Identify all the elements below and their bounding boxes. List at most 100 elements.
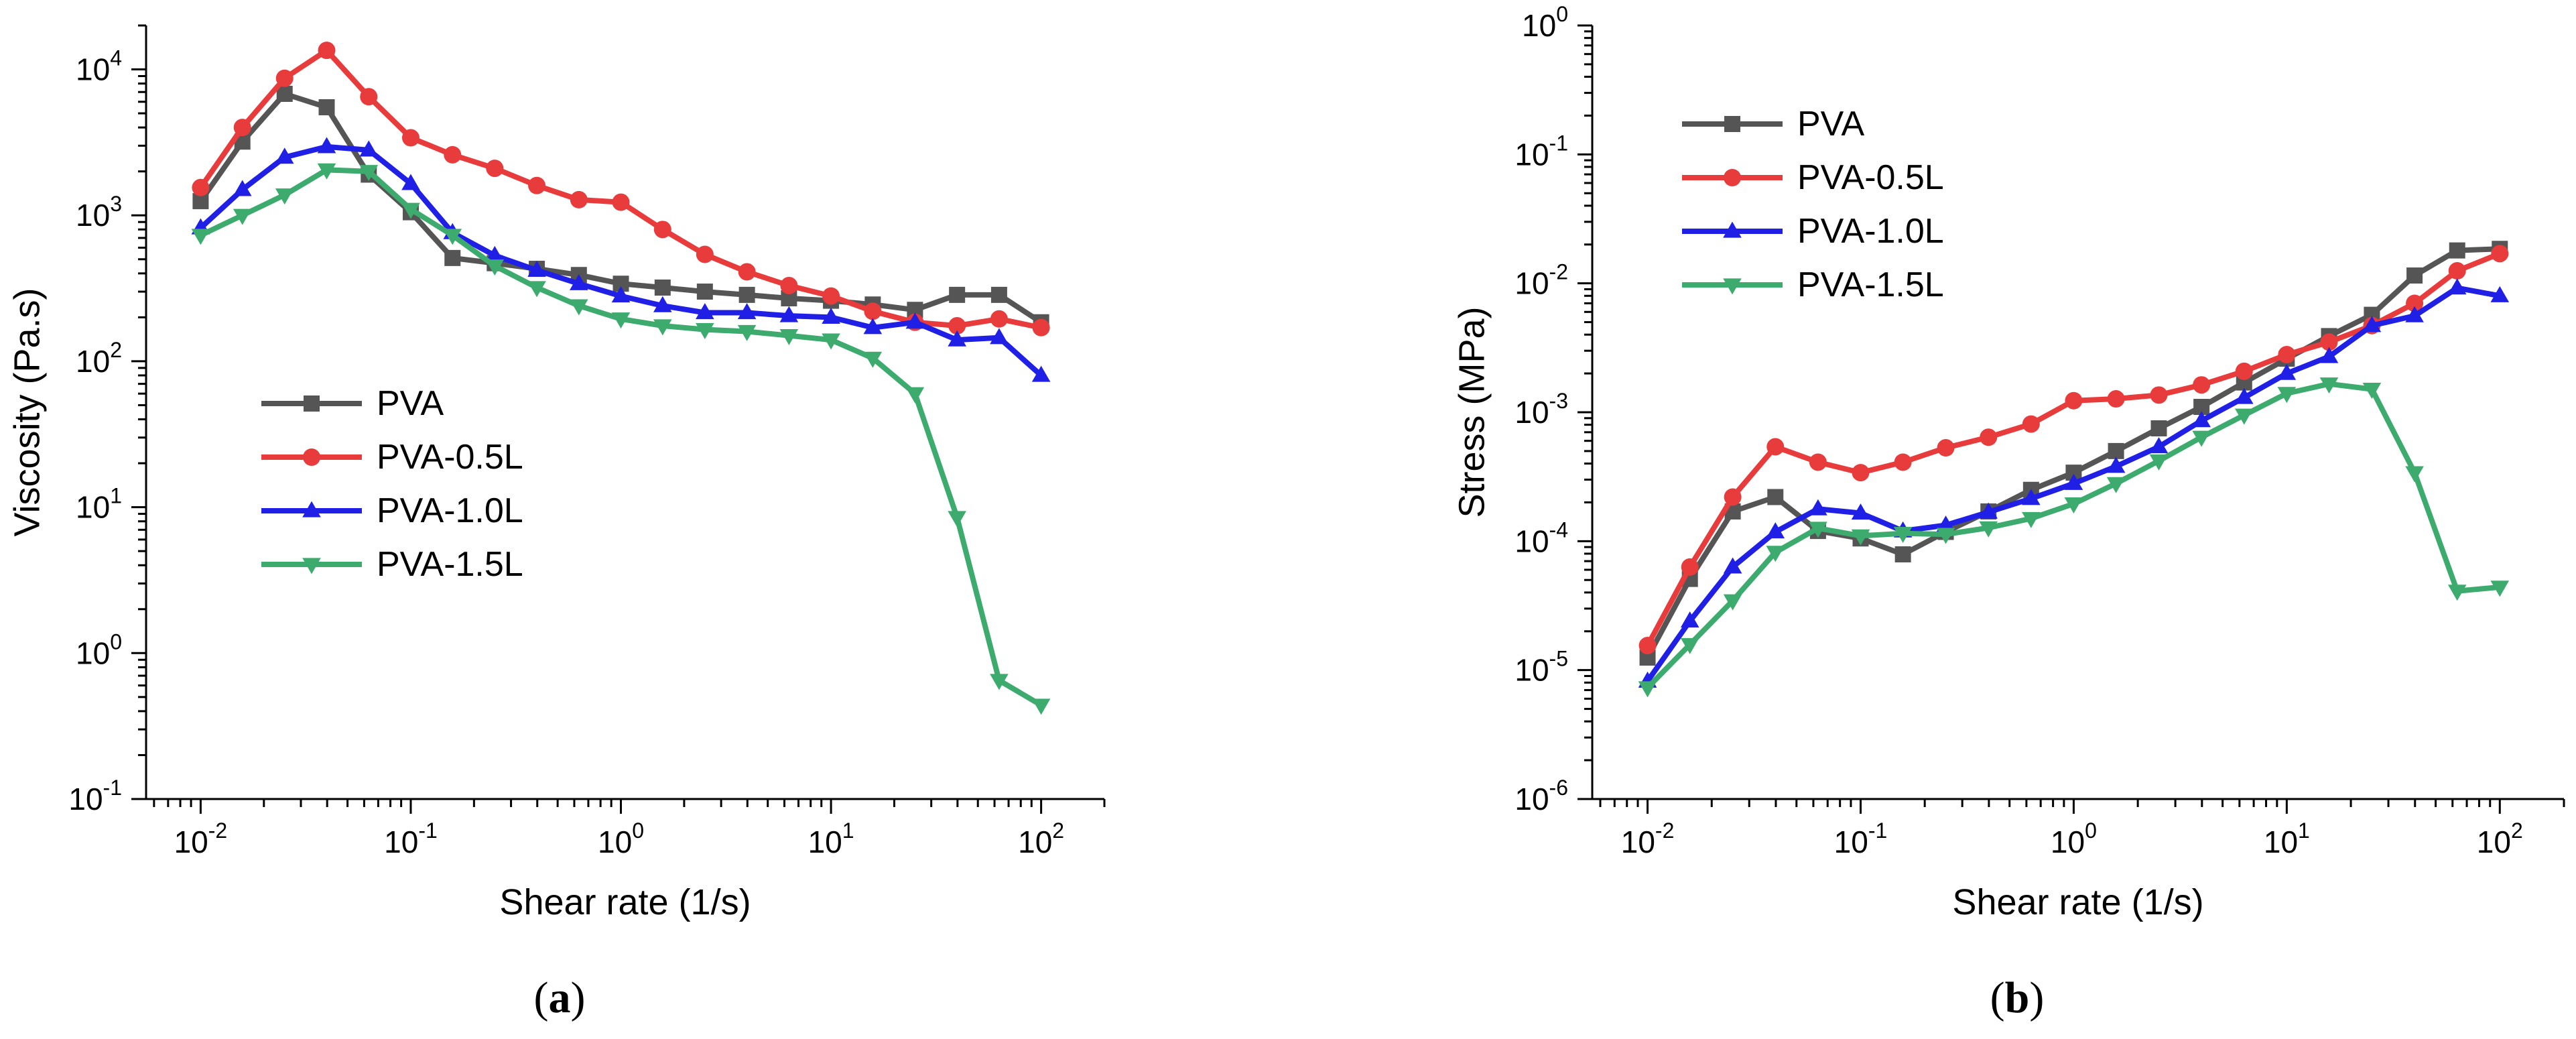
y-axis-label: Viscosity (Pa.s) bbox=[7, 288, 47, 536]
data-point bbox=[2106, 477, 2126, 493]
y-tick-base: 10 bbox=[1515, 137, 1549, 172]
data-point bbox=[1809, 499, 1827, 515]
x-tick-label: 10-1 bbox=[384, 818, 438, 859]
panel-label-open: ( bbox=[1990, 973, 2005, 1022]
legend-marker bbox=[304, 395, 320, 412]
data-point bbox=[1680, 611, 1699, 628]
data-point bbox=[317, 137, 336, 154]
data-point bbox=[1766, 546, 1785, 562]
y-tick-exponent: -5 bbox=[1549, 647, 1568, 671]
x-tick-base: 10 bbox=[2477, 824, 2511, 859]
data-point bbox=[2362, 382, 2382, 399]
y-tick-label: 101 bbox=[76, 484, 122, 525]
series-PVA-0.5L bbox=[1638, 245, 2509, 655]
data-point bbox=[2319, 347, 2339, 363]
y-tick-base: 10 bbox=[68, 782, 103, 816]
data-point bbox=[738, 263, 756, 281]
data-point bbox=[1894, 453, 1912, 471]
data-point bbox=[1723, 594, 1742, 611]
x-tick-label: 101 bbox=[2264, 818, 2310, 859]
data-point bbox=[653, 319, 672, 336]
data-point bbox=[233, 119, 251, 137]
y-tick-label: 10-3 bbox=[1515, 389, 1568, 430]
data-point bbox=[822, 307, 840, 324]
legend-label: PVA bbox=[1797, 105, 1865, 143]
y-tick-exponent: -6 bbox=[1549, 776, 1568, 800]
data-point bbox=[2149, 437, 2169, 454]
y-tick-base: 10 bbox=[76, 198, 110, 233]
data-point bbox=[2106, 456, 2126, 473]
data-point bbox=[2022, 415, 2040, 433]
data-point bbox=[2192, 411, 2211, 428]
x-tick-label: 100 bbox=[598, 818, 644, 859]
legend-label: PVA-0.5L bbox=[377, 438, 523, 477]
data-point bbox=[528, 176, 546, 194]
data-point bbox=[1979, 502, 1998, 519]
data-point bbox=[2192, 430, 2211, 447]
y-tick-label: 10-1 bbox=[68, 776, 122, 816]
data-point bbox=[1639, 650, 1656, 666]
y-tick-exponent: -1 bbox=[103, 776, 122, 800]
x-tick-exponent: 1 bbox=[2298, 818, 2310, 843]
data-point bbox=[1851, 503, 1870, 520]
y-tick-base: 10 bbox=[1515, 782, 1549, 816]
data-point bbox=[1767, 489, 1784, 505]
data-point bbox=[2278, 345, 2296, 363]
y-tick-exponent: -3 bbox=[1549, 389, 1568, 413]
y-tick-base: 10 bbox=[76, 52, 110, 87]
x-axis-label: Shear rate (1/s) bbox=[1952, 882, 2203, 922]
data-point bbox=[1638, 681, 1657, 698]
data-point bbox=[2406, 267, 2423, 284]
y-tick-label: 100 bbox=[1522, 2, 1568, 43]
data-point bbox=[275, 147, 294, 164]
chart-panel-a: 10-2 10-1 100 101 10210-1100101102103104Shea… bbox=[7, 24, 1106, 1022]
data-point bbox=[1031, 365, 1051, 382]
x-tick-label: 100 bbox=[2051, 818, 2097, 859]
panel-label-open: ( bbox=[534, 973, 549, 1022]
legend-marker bbox=[1723, 278, 1742, 295]
data-point bbox=[2150, 386, 2168, 404]
data-point bbox=[781, 290, 797, 307]
x-tick-base: 10 bbox=[1834, 824, 1868, 859]
data-point bbox=[2150, 420, 2167, 437]
data-point bbox=[2022, 489, 2041, 505]
data-point bbox=[863, 351, 883, 368]
data-point bbox=[1852, 464, 1870, 482]
legend-label: PVA bbox=[377, 384, 444, 423]
data-point bbox=[275, 188, 294, 205]
x-tick-exponent: 2 bbox=[1052, 818, 1064, 843]
data-point bbox=[527, 260, 546, 277]
data-point bbox=[359, 140, 379, 157]
data-point bbox=[2447, 278, 2467, 295]
data-point bbox=[275, 69, 294, 87]
legend: PVA PVA-0.5L PVA-1.0L PVA-1.5L bbox=[1682, 105, 1944, 304]
panel-label-letter: a bbox=[549, 973, 571, 1022]
data-point bbox=[1809, 453, 1827, 471]
legend-label: PVA-1.0L bbox=[1797, 212, 1944, 251]
data-point bbox=[1031, 698, 1051, 715]
data-point bbox=[233, 208, 252, 225]
data-point bbox=[1723, 557, 1742, 574]
x-tick-exponent: -2 bbox=[208, 818, 227, 843]
data-point bbox=[990, 310, 1008, 328]
data-point bbox=[2405, 466, 2424, 483]
y-tick-base: 10 bbox=[1515, 653, 1549, 688]
data-point bbox=[444, 249, 461, 266]
x-tick-label: 10-2 bbox=[174, 818, 228, 859]
x-tick-exponent: 0 bbox=[632, 818, 644, 843]
data-point bbox=[276, 85, 293, 102]
data-point bbox=[613, 276, 629, 292]
panel-label-text: (a) bbox=[534, 973, 586, 1022]
y-tick-label: 10-1 bbox=[1515, 131, 1568, 172]
panel-label: (a) bbox=[534, 973, 586, 1022]
data-point bbox=[2235, 362, 2253, 380]
x-tick-base: 10 bbox=[1621, 824, 1655, 859]
data-point bbox=[233, 180, 252, 196]
data-point bbox=[2065, 391, 2083, 410]
panel-label-text: (b) bbox=[1990, 973, 2045, 1022]
data-point bbox=[2064, 473, 2083, 490]
data-point bbox=[2319, 377, 2339, 394]
data-point bbox=[401, 202, 420, 219]
y-tick-exponent: -1 bbox=[1549, 131, 1568, 155]
